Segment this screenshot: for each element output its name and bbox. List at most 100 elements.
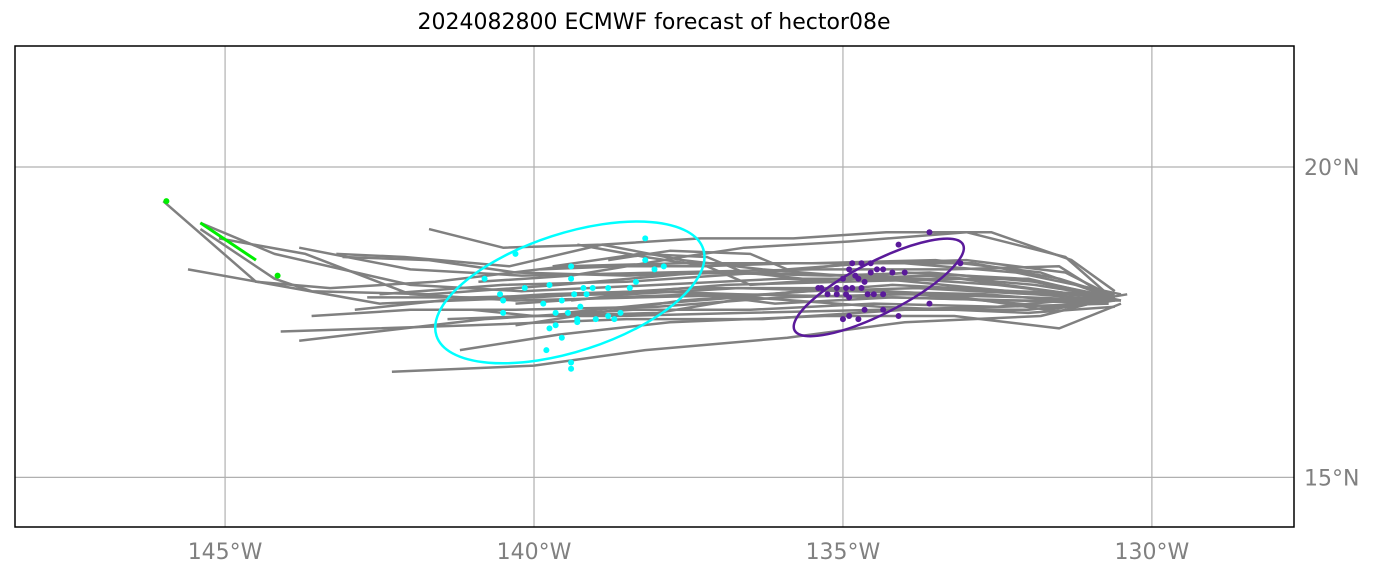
cyan-position-point bbox=[611, 316, 618, 323]
forecast-track-line bbox=[199, 221, 1109, 299]
cyan-position-point bbox=[592, 316, 599, 323]
purple-position-point bbox=[867, 269, 874, 276]
cyan-position-point bbox=[512, 250, 519, 257]
purple-position-point bbox=[843, 285, 850, 292]
purple-uncertainty-ellipse bbox=[792, 237, 966, 338]
cyan-position-point bbox=[500, 297, 507, 304]
forecast-tracks bbox=[162, 200, 1128, 374]
green-position-point bbox=[274, 272, 281, 279]
forecast-track-line bbox=[472, 302, 1109, 318]
cyan-position-point bbox=[552, 309, 559, 316]
purple-position-point bbox=[849, 285, 856, 292]
purple-position-point bbox=[873, 266, 880, 273]
purple-position-point bbox=[858, 260, 865, 267]
cyan-position-point bbox=[568, 263, 575, 270]
purple-position-point bbox=[870, 291, 877, 298]
cyan-position-point bbox=[651, 266, 658, 273]
chart-title: 2024082800 ECMWF forecast of hector08e bbox=[417, 10, 891, 35]
purple-position-point bbox=[824, 291, 831, 298]
cyan-uncertainty-ellipse bbox=[433, 220, 706, 365]
x-tick-label: 145°W bbox=[188, 540, 263, 565]
x-tick-label: 140°W bbox=[497, 540, 572, 565]
purple-position-point bbox=[880, 266, 887, 273]
purple-position-point bbox=[867, 260, 874, 267]
green-position-point bbox=[163, 198, 170, 205]
purple-position-point bbox=[880, 291, 887, 298]
forecast-track-line bbox=[540, 261, 1122, 296]
cyan-position-point bbox=[580, 285, 587, 292]
forecast-track-line bbox=[342, 255, 1103, 299]
cyan-position-point bbox=[546, 325, 553, 332]
cyan-position-point bbox=[500, 309, 507, 316]
x-tick-label: 135°W bbox=[806, 540, 881, 565]
forecast-track-line bbox=[391, 296, 1116, 374]
cyan-position-point bbox=[574, 319, 581, 326]
purple-position-point bbox=[901, 269, 908, 276]
cyan-position-point bbox=[568, 359, 575, 366]
purple-position-point bbox=[833, 285, 840, 292]
purple-position-point bbox=[843, 291, 850, 298]
cyan-position-point bbox=[577, 303, 584, 310]
forecast-track-line bbox=[570, 286, 1103, 305]
x-tick-label: 130°W bbox=[1115, 540, 1190, 565]
cyan-position-point bbox=[568, 275, 575, 282]
forecast-track-line bbox=[564, 286, 1115, 315]
cyan-position-point bbox=[546, 281, 553, 288]
purple-position-point bbox=[846, 266, 853, 273]
y-tick-label: 20°N bbox=[1304, 156, 1359, 181]
forecast-track-line bbox=[336, 243, 1115, 299]
plot-frame bbox=[14, 45, 1295, 528]
purple-position-point bbox=[880, 306, 887, 313]
cyan-position-point bbox=[605, 312, 612, 319]
purple-position-point bbox=[864, 291, 871, 298]
cyan-position-point bbox=[589, 285, 596, 292]
position-overlays bbox=[163, 198, 966, 372]
purple-position-point bbox=[926, 229, 933, 236]
cyan-position-point bbox=[605, 285, 612, 292]
green-track-segment bbox=[199, 221, 257, 262]
cyan-position-point bbox=[632, 278, 639, 285]
purple-position-point bbox=[895, 312, 902, 319]
y-tick-label: 15°N bbox=[1304, 466, 1359, 491]
forecast-track-line bbox=[478, 230, 1116, 302]
forecast-track-line bbox=[608, 249, 1116, 299]
purple-position-point bbox=[839, 275, 846, 282]
cyan-position-point bbox=[497, 291, 504, 298]
cyan-position-point bbox=[660, 263, 667, 270]
cyan-position-point bbox=[552, 322, 559, 329]
cyan-position-point bbox=[642, 235, 649, 242]
purple-position-point bbox=[957, 260, 964, 267]
cyan-position-point bbox=[540, 300, 547, 307]
purple-position-point bbox=[895, 241, 902, 248]
x-tick-labels: 145°W 140°W 135°W 130°W bbox=[188, 540, 1190, 565]
purple-position-point bbox=[846, 312, 853, 319]
purple-position-point bbox=[858, 285, 865, 292]
purple-position-point bbox=[815, 285, 822, 292]
cyan-position-point bbox=[481, 275, 488, 282]
purple-position-point bbox=[889, 269, 896, 276]
cyan-position-point bbox=[642, 257, 649, 264]
forecast-track-line bbox=[459, 302, 1122, 352]
purple-position-point bbox=[849, 260, 856, 267]
cyan-position-point bbox=[558, 334, 565, 341]
purple-position-point bbox=[861, 306, 868, 313]
y-tick-labels: 20°N 15°N bbox=[1304, 156, 1359, 491]
purple-position-point bbox=[855, 316, 862, 323]
cyan-position-point bbox=[626, 285, 633, 292]
forecast-track-line bbox=[577, 243, 1115, 299]
cyan-position-point bbox=[564, 309, 571, 316]
purple-position-point bbox=[855, 275, 862, 282]
purple-position-point bbox=[839, 316, 846, 323]
gridlines bbox=[15, 46, 1294, 527]
cyan-position-point bbox=[583, 291, 590, 298]
cyan-position-point bbox=[617, 309, 624, 316]
cyan-position-point bbox=[521, 285, 528, 292]
cyan-position-point bbox=[543, 347, 550, 354]
cyan-position-point bbox=[568, 365, 575, 372]
purple-position-point bbox=[926, 300, 933, 307]
purple-position-point bbox=[833, 291, 840, 298]
cyan-position-point bbox=[558, 297, 565, 304]
purple-position-point bbox=[861, 278, 868, 285]
cyan-position-point bbox=[571, 291, 578, 298]
